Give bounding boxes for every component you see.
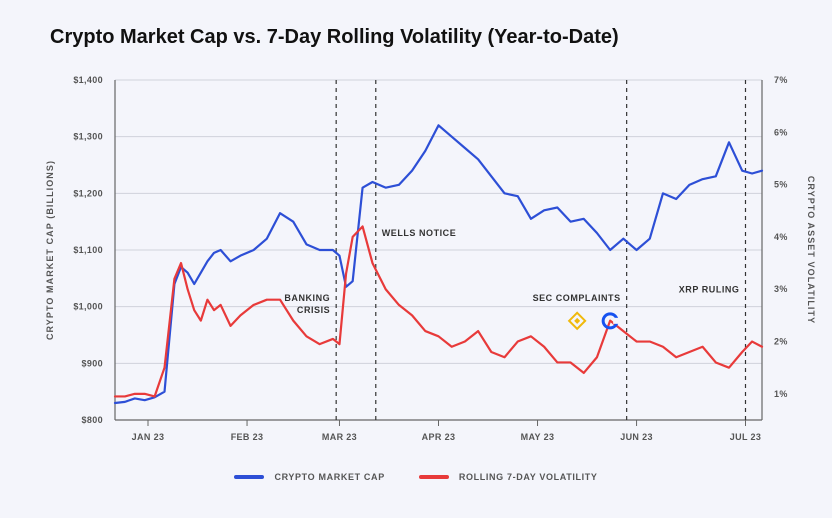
svg-text:JUL 23: JUL 23 bbox=[730, 432, 762, 442]
svg-text:1%: 1% bbox=[774, 389, 788, 399]
legend-swatch-marketcap bbox=[234, 475, 264, 479]
legend-item-volatility: ROLLING 7-DAY VOLATILITY bbox=[419, 472, 598, 482]
svg-text:6%: 6% bbox=[774, 127, 788, 137]
svg-text:$1,200: $1,200 bbox=[73, 188, 103, 198]
svg-text:APR 23: APR 23 bbox=[422, 432, 456, 442]
svg-text:4%: 4% bbox=[774, 232, 788, 242]
svg-text:MAY 23: MAY 23 bbox=[521, 432, 555, 442]
svg-text:$800: $800 bbox=[82, 415, 103, 425]
svg-text:$1,000: $1,000 bbox=[73, 302, 103, 312]
legend-item-marketcap: CRYPTO MARKET CAP bbox=[234, 472, 384, 482]
svg-text:$1,100: $1,100 bbox=[73, 245, 103, 255]
legend: CRYPTO MARKET CAP ROLLING 7-DAY VOLATILI… bbox=[0, 472, 832, 482]
svg-text:BANKING: BANKING bbox=[284, 293, 330, 303]
svg-text:CRISIS: CRISIS bbox=[297, 305, 330, 315]
chart-plot: $800 $900 $1,000 $1,100 $1,200 $1,300 $1,400 1%… bbox=[0, 0, 832, 518]
svg-text:CRYPTO MARKET CAP (BILLIONS): CRYPTO MARKET CAP (BILLIONS) bbox=[45, 160, 55, 340]
svg-text:5%: 5% bbox=[774, 180, 788, 190]
svg-text:3%: 3% bbox=[774, 284, 788, 294]
svg-text:FEB 23: FEB 23 bbox=[231, 432, 264, 442]
svg-text:JUN 23: JUN 23 bbox=[620, 432, 653, 442]
svg-text:$1,400: $1,400 bbox=[73, 75, 103, 85]
legend-label-volatility: ROLLING 7-DAY VOLATILITY bbox=[459, 472, 598, 482]
svg-text:$900: $900 bbox=[82, 358, 103, 368]
svg-text:CRYPTO ASSET VOLATILITY: CRYPTO ASSET VOLATILITY bbox=[806, 176, 816, 324]
svg-text:WELLS NOTICE: WELLS NOTICE bbox=[382, 228, 456, 238]
svg-text:SEC COMPLAINTS: SEC COMPLAINTS bbox=[533, 293, 621, 303]
svg-text:2%: 2% bbox=[774, 337, 788, 347]
svg-text:$1,300: $1,300 bbox=[73, 132, 103, 142]
svg-text:XRP RULING: XRP RULING bbox=[679, 285, 740, 295]
legend-label-marketcap: CRYPTO MARKET CAP bbox=[274, 472, 384, 482]
svg-text:JAN 23: JAN 23 bbox=[132, 432, 165, 442]
svg-text:7%: 7% bbox=[774, 75, 788, 85]
legend-swatch-volatility bbox=[419, 475, 449, 479]
svg-text:MAR 23: MAR 23 bbox=[322, 432, 357, 442]
